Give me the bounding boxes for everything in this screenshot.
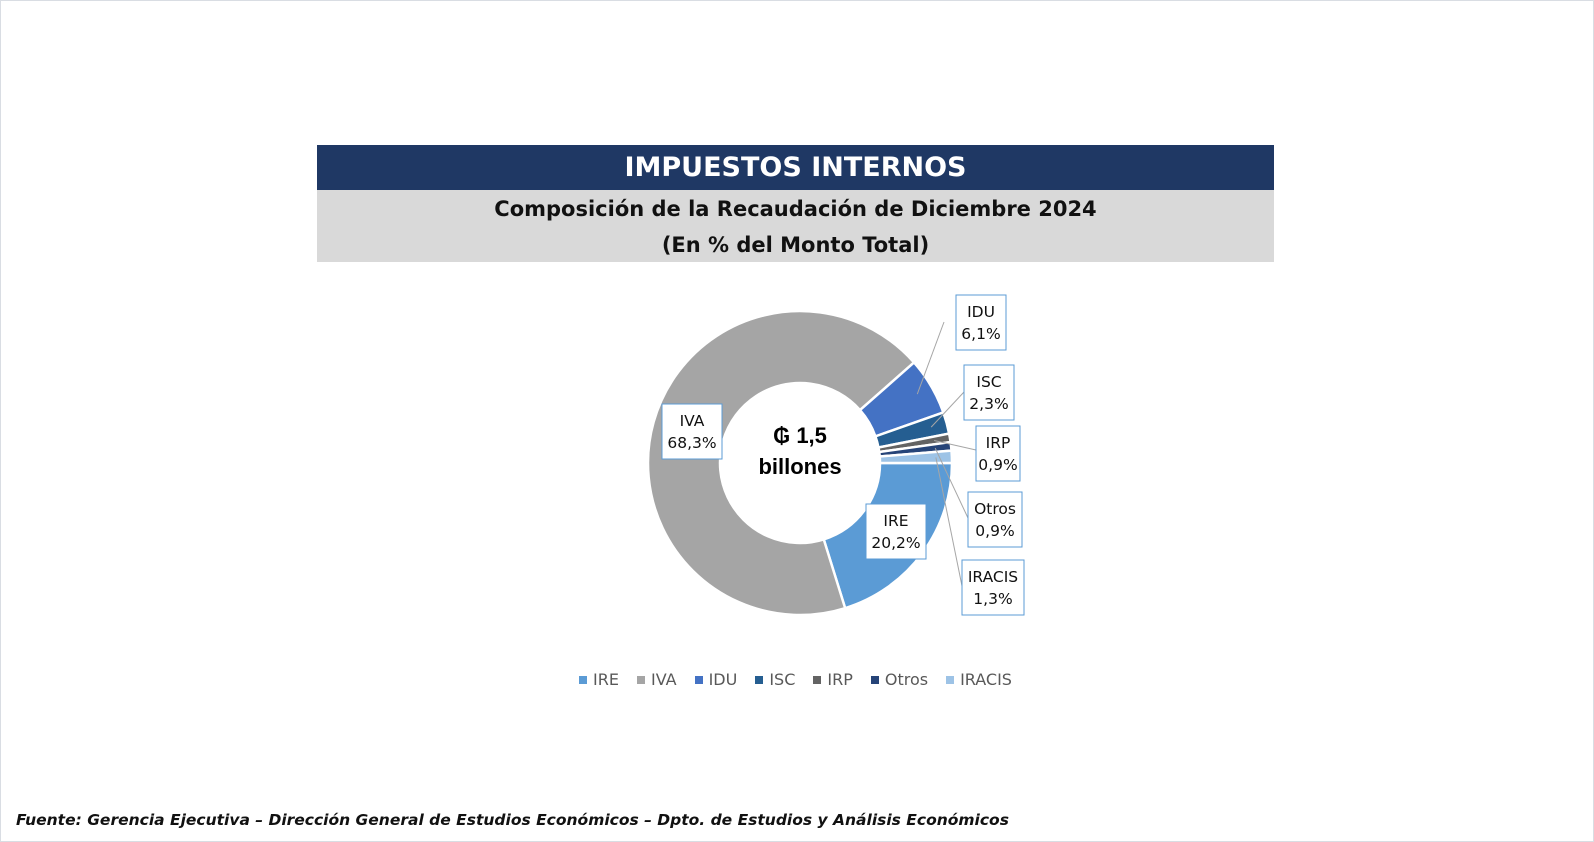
chart-subtitle: Composición de la Recaudación de Diciemb… (494, 197, 1097, 221)
legend-swatch (946, 675, 955, 684)
legend-label: IVA (650, 670, 677, 689)
center-total-value: ₲ 1,5 (773, 423, 827, 448)
slice-name-label: IRE (883, 512, 908, 530)
callout-box-irp (975, 425, 1021, 482)
leader-line-irp (934, 439, 977, 451)
callout-box-otros (967, 491, 1023, 548)
slice-value-label: 2,3% (969, 395, 1008, 413)
chart-legend: IRE IVA IDU ISC IRP Otros IRACIS (317, 670, 1274, 689)
slice-name-label: IRP (986, 434, 1011, 452)
leader-line-idu (916, 321, 945, 395)
slice-iva (646, 309, 916, 617)
legend-item-ire: IRE (579, 670, 619, 689)
legend-swatch (694, 675, 703, 684)
leader-line-isc (930, 391, 965, 428)
legend-swatch (870, 675, 879, 684)
slice-value-label: 20,2% (871, 534, 920, 552)
callout-box-idu (955, 294, 1007, 351)
legend-label: Otros (884, 670, 929, 689)
slice-value-label: 6,1% (961, 325, 1000, 343)
leader-line-otros (934, 447, 969, 519)
legend-label: IRE (593, 670, 619, 689)
callout-box-isc (963, 364, 1015, 421)
slice-name-label: IDU (967, 303, 995, 321)
slice-name-label: IVA (680, 412, 705, 430)
legend-swatch (636, 675, 645, 684)
legend-item-irp: IRP (813, 670, 853, 689)
legend-item-idu: IDU (694, 670, 738, 689)
callout-box-iracis (961, 559, 1025, 616)
legend-item-isc: ISC (755, 670, 795, 689)
slice-value-label: 0,9% (975, 522, 1014, 540)
legend-item-iracis: IRACIS (946, 670, 1012, 689)
slice-name-label: IRACIS (968, 568, 1018, 586)
source-note: Fuente: Gerencia Ejecutiva – Dirección G… (16, 811, 1009, 829)
legend-swatch (813, 675, 822, 684)
legend-swatch (755, 675, 764, 684)
legend-label: IDU (708, 670, 738, 689)
legend-item-iva: IVA (636, 670, 677, 689)
chart-unit-note: (En % del Monto Total) (661, 233, 930, 257)
legend-label: IRP (827, 670, 853, 689)
slice-value-label: 68,3% (667, 434, 716, 452)
legend-swatch (579, 675, 588, 684)
leader-line-iracis (935, 457, 963, 587)
slice-name-label: ISC (976, 373, 1001, 391)
legend-label: ISC (769, 670, 796, 689)
legend-item-otros: Otros (870, 670, 929, 689)
callout-box-iva (661, 403, 723, 460)
chart-subtitle-band: Composición de la Recaudación de Diciemb… (317, 190, 1274, 262)
slice-value-label: 1,3% (973, 590, 1012, 608)
slice-value-label: 0,9% (978, 456, 1017, 474)
slice-name-label: Otros (974, 500, 1016, 518)
callout-box-ire (865, 503, 927, 560)
slice-iracis (878, 449, 954, 465)
legend-label: IRACIS (960, 670, 1012, 689)
center-total-unit: billones (758, 454, 841, 479)
chart-title: IMPUESTOS INTERNOS (317, 145, 1274, 190)
